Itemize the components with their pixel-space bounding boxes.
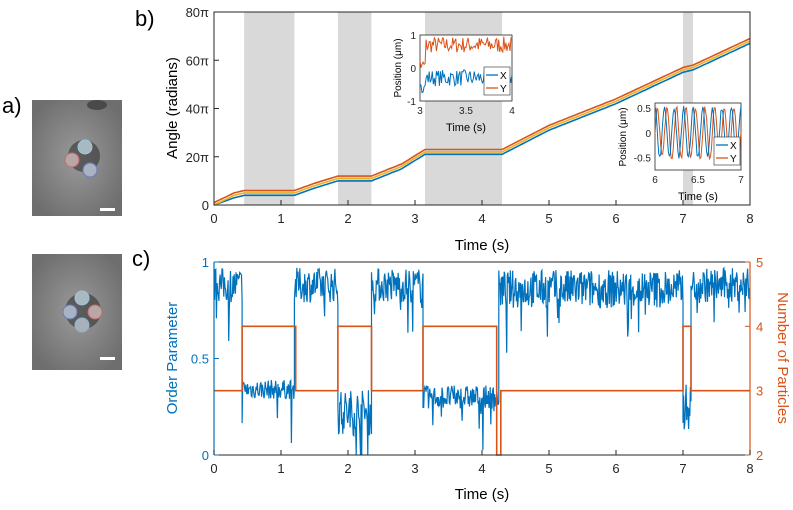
micrograph-top xyxy=(32,100,122,216)
angle-x-tick-label: 8 xyxy=(746,211,753,226)
order-x-label: Time (s) xyxy=(455,486,509,503)
order-x-tick-label: 0 xyxy=(210,461,217,476)
inset2-legend xyxy=(713,136,741,166)
inset2-x-label: Time (s) xyxy=(678,191,718,203)
order-x-ticks: 0 1 2 3 4 5 6 7 8 xyxy=(210,450,754,476)
inset-position-3-4s: 3 3.5 4 -1 0 1 Time (s) Position (μm) X Y xyxy=(393,31,515,134)
inset1-y-tick: -1 xyxy=(407,97,416,108)
particle-count-series xyxy=(214,325,750,456)
inset1-y-label: Position (μm) xyxy=(393,38,404,97)
inset-position-6-7s: 6 6.5 7 -0.5 0 0.5 Time (s) Position (μm) X Y xyxy=(618,102,744,203)
angle-y-tick-label: 40π xyxy=(186,102,209,117)
inset2-legend-y: Y xyxy=(730,154,737,165)
order-x-tick-label: 7 xyxy=(679,461,686,476)
panel-label-b: b) xyxy=(135,6,155,31)
inset2-x-tick: 7 xyxy=(738,175,744,186)
order-right-ticks: 2 3 4 5 xyxy=(745,255,763,463)
inset1-y-tick: 1 xyxy=(410,31,416,42)
angle-y-tick-label: 0 xyxy=(202,198,209,213)
order-left-tick-label: 0 xyxy=(202,448,209,463)
order-x-tick-label: 4 xyxy=(478,461,485,476)
angle-chart: 0 1 2 3 4 5 6 7 8 0 20π 40π 60π 80π Time (s) Angle (… xyxy=(164,5,754,254)
angle-x-tick-label: 6 xyxy=(612,211,619,226)
inset1-y-tick: 0 xyxy=(410,64,416,75)
angle-line-2 xyxy=(213,37,751,204)
angle-y-label: Angle (radians) xyxy=(164,57,181,159)
angle-x-tick-label: 0 xyxy=(210,211,217,226)
particle-count-line xyxy=(214,325,750,456)
angle-x-tick-label: 4 xyxy=(478,211,485,226)
inset2-y-tick: -0.5 xyxy=(634,154,652,165)
angle-y-ticks: 0 20π 40π 60π 80π xyxy=(186,5,219,213)
shaded-interval-0 xyxy=(244,12,295,205)
inset1-x-label: Time (s) xyxy=(446,122,486,134)
order-right-tick-label: 5 xyxy=(756,255,763,270)
angle-x-ticks: 0 1 2 3 4 5 6 7 8 xyxy=(210,200,754,226)
inset2-y-label: Position (μm) xyxy=(618,107,629,166)
micrograph-bottom xyxy=(32,254,122,370)
order-right-tick-label: 4 xyxy=(756,319,763,334)
order-left-tick-label: 1 xyxy=(202,255,209,270)
inset1-x-tick: 3 xyxy=(417,106,423,117)
angle-y-tick-label: 20π xyxy=(186,150,209,165)
inset1-legend-y: Y xyxy=(500,84,507,95)
inset1-x-tick: 4 xyxy=(509,106,515,117)
order-x-tick-label: 2 xyxy=(344,461,351,476)
order-right-label: Number of Particles xyxy=(774,292,791,424)
angle-x-tick-label: 7 xyxy=(679,211,686,226)
inset1-line-0 xyxy=(419,36,513,68)
angle-x-tick-label: 1 xyxy=(277,211,284,226)
inset1-x-tick: 3.5 xyxy=(459,106,473,117)
angle-line-1 xyxy=(213,40,751,206)
order-x-tick-label: 1 xyxy=(277,461,284,476)
order-parameter-line xyxy=(213,266,751,456)
order-x-tick-label: 8 xyxy=(746,461,753,476)
inset2-y-tick: 0 xyxy=(645,129,651,140)
angle-x-tick-label: 3 xyxy=(411,211,418,226)
order-left-label: Order Parameter xyxy=(164,302,181,415)
panel-label-a: a) xyxy=(2,93,22,118)
angle-line-0 xyxy=(213,42,751,206)
inset2-line-0 xyxy=(654,105,742,161)
order-right-tick-label: 2 xyxy=(756,448,763,463)
angle-y-tick-label: 80π xyxy=(186,5,209,20)
order-parameter-series xyxy=(213,266,751,456)
angle-y-tick-label: 60π xyxy=(186,53,209,68)
order-left-tick-label: 0.5 xyxy=(191,352,209,367)
order-x-tick-label: 6 xyxy=(612,461,619,476)
order-right-tick-label: 3 xyxy=(756,384,763,399)
order-left-ticks: 00.51 xyxy=(191,255,219,463)
angle-series xyxy=(213,37,751,206)
inset1-legend xyxy=(483,66,511,96)
inset2-y-tick: 0.5 xyxy=(637,104,651,115)
order-x-tick-label: 5 xyxy=(545,461,552,476)
angle-x-tick-label: 2 xyxy=(344,211,351,226)
shaded-interval-1 xyxy=(337,12,372,205)
angle-x-label: Time (s) xyxy=(455,237,509,254)
inset2-legend-x: X xyxy=(730,141,737,152)
angle-x-tick-label: 5 xyxy=(545,211,552,226)
order-x-tick-label: 3 xyxy=(411,461,418,476)
inset2-x-tick: 6.5 xyxy=(691,175,705,186)
inset1-legend-x: X xyxy=(500,71,507,82)
inset2-x-tick: 6 xyxy=(652,175,658,186)
panel-label-c: c) xyxy=(132,246,150,271)
